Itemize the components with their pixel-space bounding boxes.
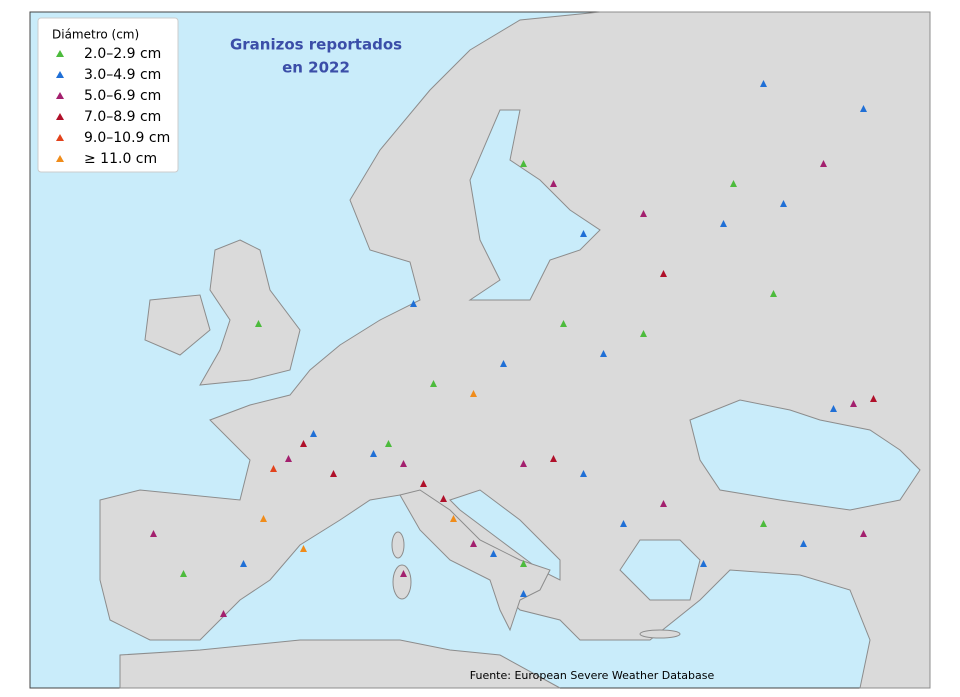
legend: 2.0–2.9 cm 3.0–4.9 cm 5.0–6.9 cm 7.0–8.9 cm… xyxy=(56,46,170,167)
legend-label: 2.0–2.9 cm xyxy=(84,46,161,62)
title-line: en 2022 xyxy=(282,59,350,77)
legend-label: 3.0–4.9 cm xyxy=(84,67,161,83)
title: Granizos reportados en 2022 xyxy=(230,36,402,77)
legend-box xyxy=(37,17,179,173)
legend-label: 9.0–10.9 cm xyxy=(84,130,170,146)
source-note: Fuente: European Severe Weather Database xyxy=(470,669,715,682)
legend-marker xyxy=(56,155,64,162)
legend-label: 7.0–8.9 cm xyxy=(84,109,161,125)
legend-marker xyxy=(56,92,64,99)
legend-marker xyxy=(56,71,64,78)
title-line: Granizos reportados xyxy=(230,36,402,54)
legend-marker xyxy=(56,134,64,141)
geography xyxy=(99,11,931,689)
legend-title: Diámetro (cm) xyxy=(52,28,139,42)
legend-marker xyxy=(56,50,64,57)
legend-marker xyxy=(56,113,64,120)
legend-label: 5.0–6.9 cm xyxy=(84,88,161,104)
legend-label: ≥ 11.0 cm xyxy=(84,151,157,167)
